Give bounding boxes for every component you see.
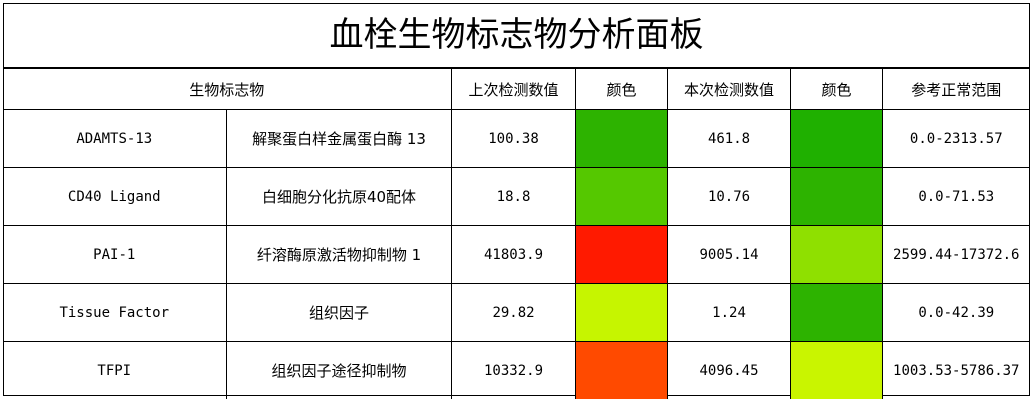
table-row: TFPI 组织因子途径抑制物 10332.9 4096.45 1003.53-5…: [2, 341, 1030, 399]
curr-color-swatch: [790, 341, 884, 399]
reference-range: 0.0-2313.57: [882, 109, 1030, 168]
prev-value: 100.38: [451, 109, 577, 168]
curr-value: 10.76: [667, 167, 792, 226]
biomarker-cn-name: 纤溶酶原激活物抑制物 1: [225, 225, 453, 284]
header-prev-value: 上次检测数值: [451, 68, 577, 110]
biomarker-name: TFPI: [2, 341, 227, 399]
prev-color-swatch: [575, 109, 669, 168]
curr-color-swatch: [790, 283, 884, 342]
prev-color-swatch: [575, 283, 669, 342]
biomarker-cn-name: 组织因子: [225, 283, 453, 342]
reference-range: 2599.44-17372.6: [882, 225, 1030, 284]
prev-color-swatch: [575, 167, 669, 226]
header-prev-color: 颜色: [575, 68, 669, 110]
prev-value: 10332.9: [451, 341, 577, 399]
curr-color-swatch: [790, 225, 884, 284]
reference-range: 1003.53-5786.37: [882, 341, 1030, 399]
curr-value: 4096.45: [667, 341, 792, 399]
table-row: ADAMTS-13 解聚蛋白样金属蛋白酶 13 100.38 461.8 0.0…: [2, 109, 1030, 168]
reference-range: 0.0-42.39: [882, 283, 1030, 342]
biomarker-name: ADAMTS-13: [2, 109, 227, 168]
prev-color-swatch: [575, 225, 669, 284]
biomarker-table: 生物标志物 上次检测数值 颜色 本次检测数值 颜色 参考正常范围 ADAMTS-…: [2, 68, 1030, 399]
biomarker-cn-name: 组织因子途径抑制物: [225, 341, 453, 399]
table-row: Tissue Factor 组织因子 29.82 1.24 0.0-42.39: [2, 283, 1030, 342]
biomarker-cn-name: 解聚蛋白样金属蛋白酶 13: [225, 109, 453, 168]
table-row: PAI-1 纤溶酶原激活物抑制物 1 41803.9 9005.14 2599.…: [2, 225, 1030, 284]
biomarker-name: Tissue Factor: [2, 283, 227, 342]
curr-value: 461.8: [667, 109, 792, 168]
prev-color-swatch: [575, 341, 669, 399]
biomarker-panel: 血栓生物标志物分析面板 生物标志物 上次检测数值 颜色 本次检测数值 颜色 参考…: [2, 3, 1030, 399]
reference-range: 0.0-71.53: [882, 167, 1030, 226]
curr-value: 9005.14: [667, 225, 792, 284]
header-curr-value: 本次检测数值: [667, 68, 792, 110]
header-row: 生物标志物 上次检测数值 颜色 本次检测数值 颜色 参考正常范围: [2, 68, 1030, 110]
biomarker-name: PAI-1: [2, 225, 227, 284]
biomarker-name: CD40 Ligand: [2, 167, 227, 226]
header-range: 参考正常范围: [882, 68, 1030, 110]
curr-value: 1.24: [667, 283, 792, 342]
curr-color-swatch: [790, 167, 884, 226]
prev-value: 18.8: [451, 167, 577, 226]
curr-color-swatch: [790, 109, 884, 168]
prev-value: 29.82: [451, 283, 577, 342]
panel-title: 血栓生物标志物分析面板: [4, 4, 1029, 68]
header-curr-color: 颜色: [790, 68, 884, 110]
biomarker-cn-name: 白细胞分化抗原40配体: [225, 167, 453, 226]
table-row: CD40 Ligand 白细胞分化抗原40配体 18.8 10.76 0.0-7…: [2, 167, 1030, 226]
header-biomarker: 生物标志物: [2, 68, 453, 110]
prev-value: 41803.9: [451, 225, 577, 284]
